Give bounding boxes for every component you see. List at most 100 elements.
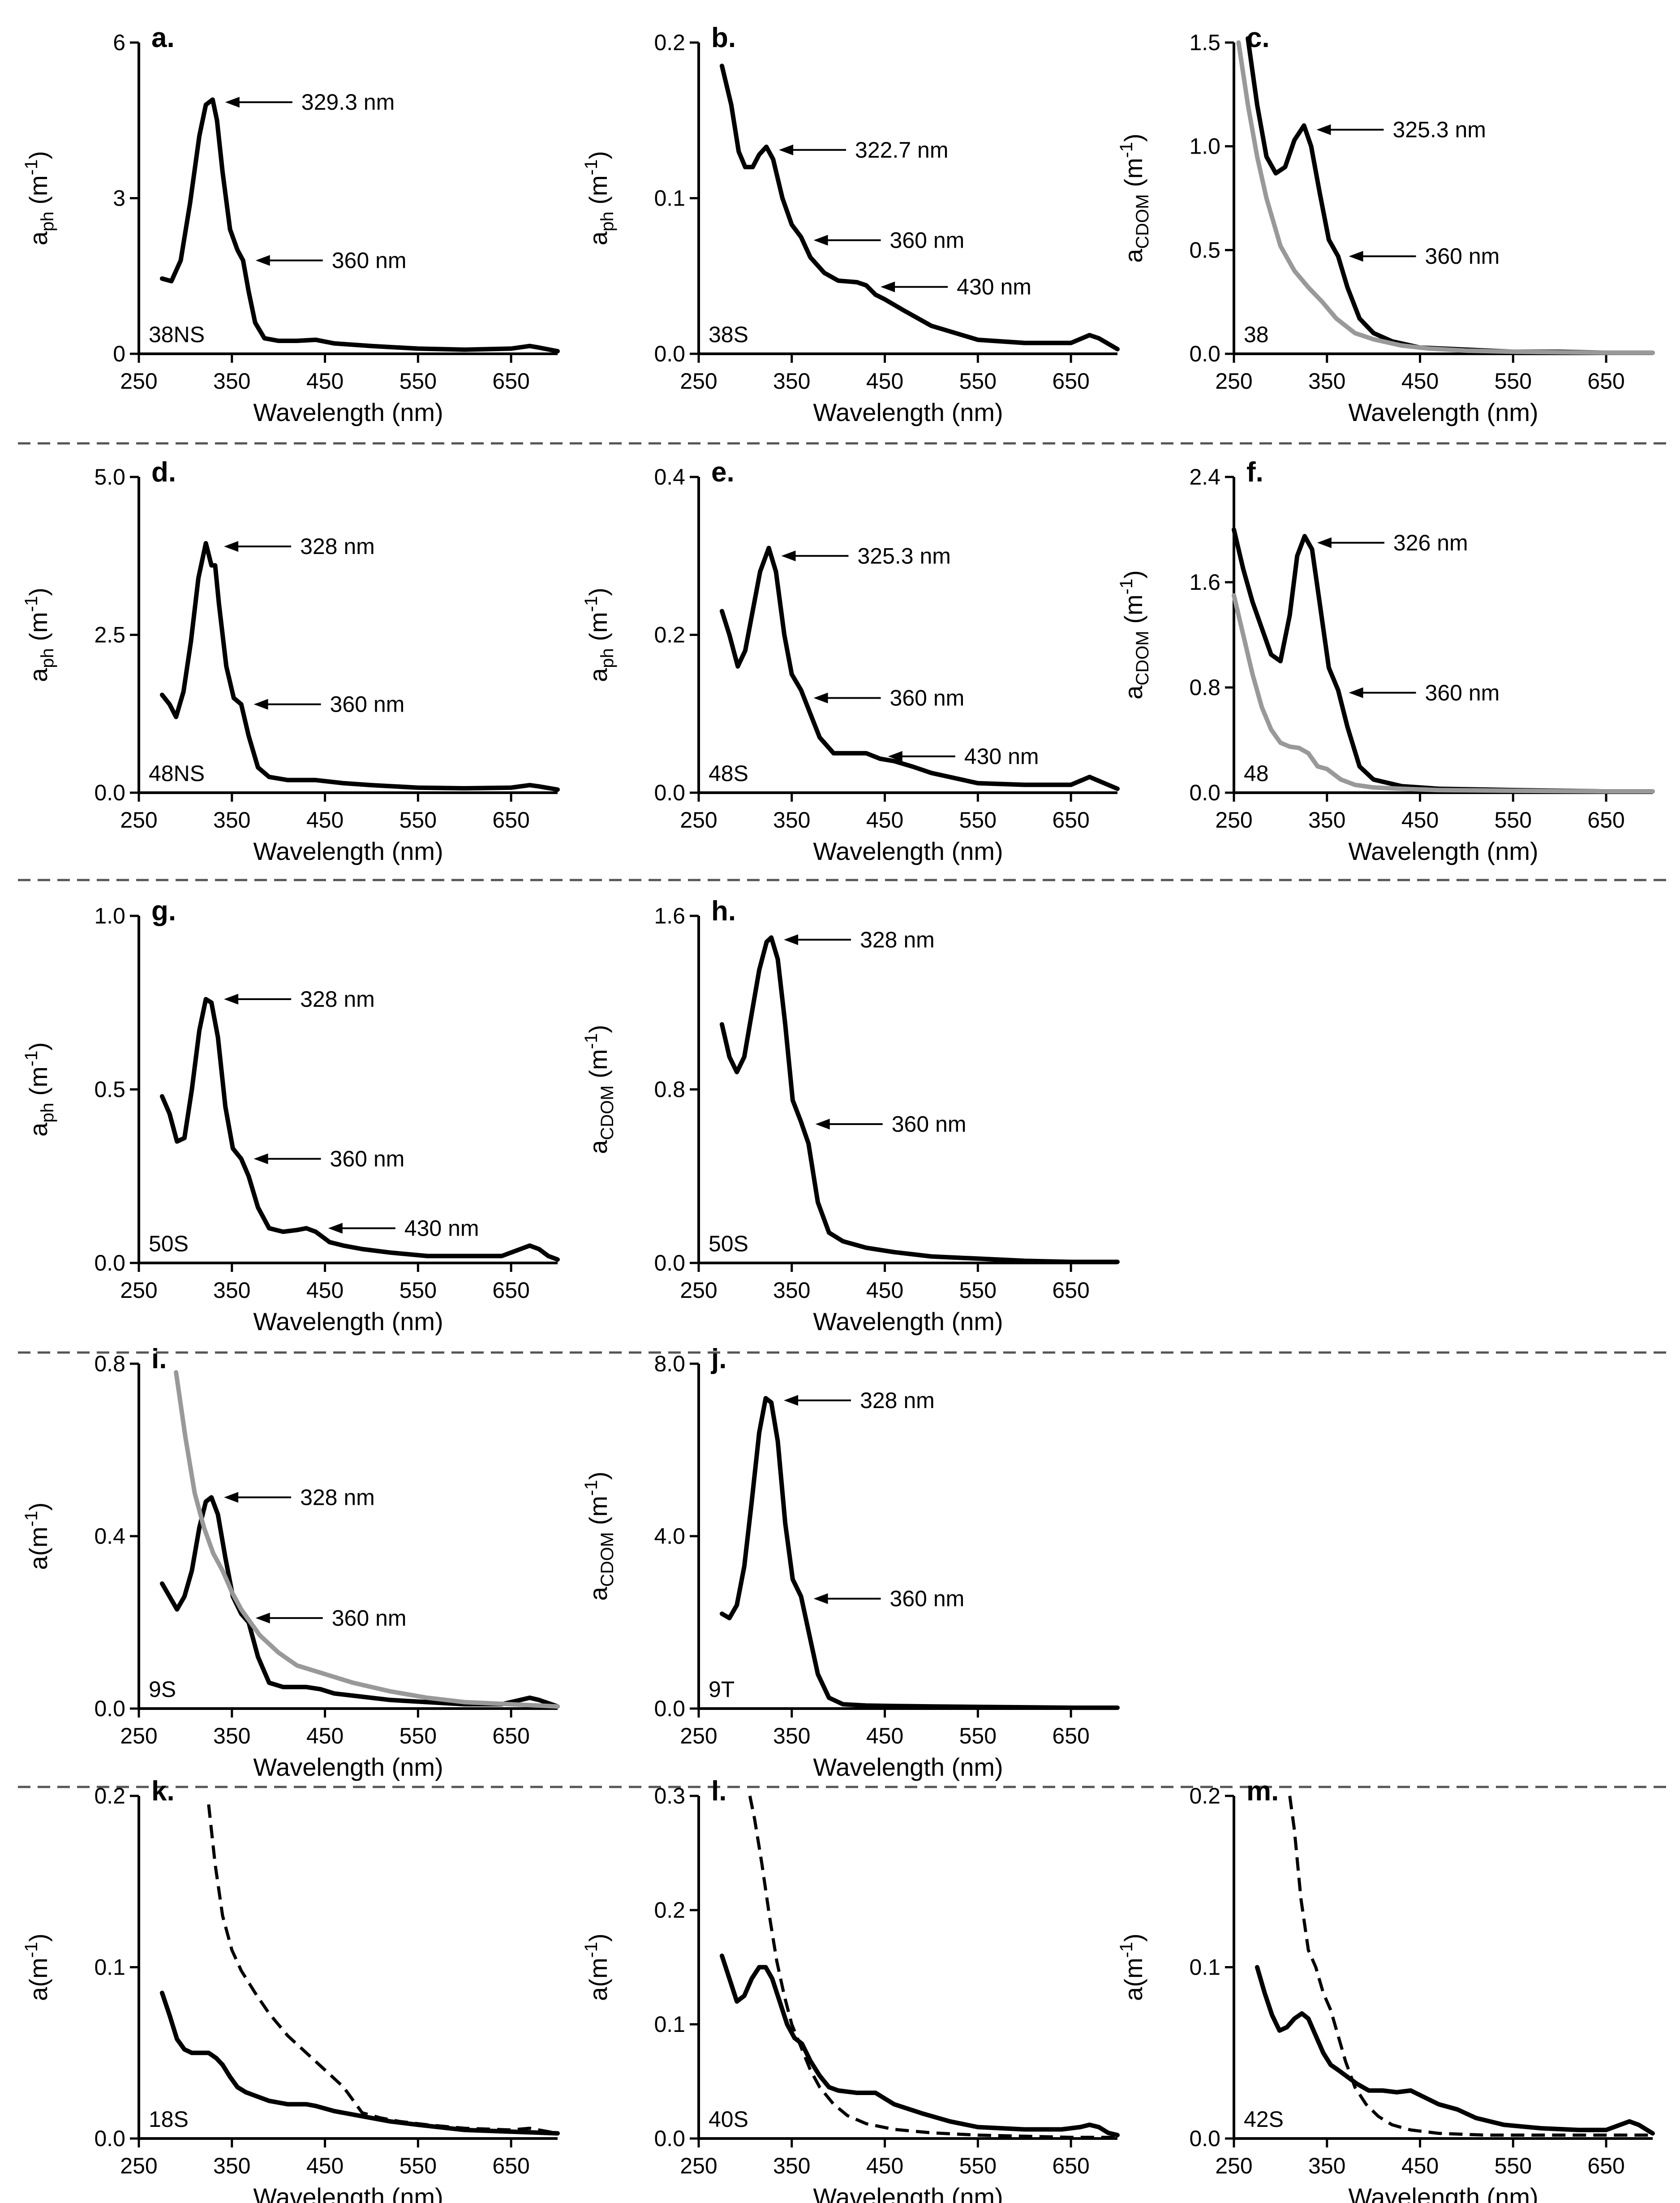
sample-label: 48NS bbox=[149, 761, 205, 786]
series-line-aph bbox=[159, 997, 560, 1262]
panel-letter: e. bbox=[711, 457, 735, 488]
y-axis-label-superscript: -1 bbox=[581, 1480, 601, 1496]
y-axis-label-superscript: -1 bbox=[21, 1942, 41, 1958]
x-tick-label: 550 bbox=[959, 807, 997, 833]
annotation-label: 360 nm bbox=[1425, 244, 1500, 269]
panel-letter: b. bbox=[711, 22, 736, 53]
y-tick-label: 0.0 bbox=[654, 780, 685, 805]
y-tick-label: 1.0 bbox=[1189, 134, 1220, 159]
y-tick-label: 0.0 bbox=[94, 780, 125, 805]
y-axis-label-base: a bbox=[1119, 249, 1147, 263]
panel-letter: f. bbox=[1246, 457, 1263, 488]
x-tick-label: 350 bbox=[213, 807, 250, 833]
y-axis-label-base: a bbox=[1119, 685, 1147, 700]
y-tick-label: 0.4 bbox=[94, 1524, 125, 1549]
y-tick-label: 0.1 bbox=[1189, 1955, 1220, 1980]
annotation-label: 360 nm bbox=[330, 692, 405, 717]
y-axis-label-unit: (m bbox=[1119, 595, 1147, 631]
y-axis-label-unit: (m bbox=[1119, 158, 1147, 194]
panel-letter: a. bbox=[151, 22, 175, 53]
y-axis-label-close: ) bbox=[1119, 133, 1147, 142]
y-tick-label: 0.1 bbox=[654, 186, 685, 211]
y-axis-label-base: a(m bbox=[1119, 1958, 1147, 2001]
x-axis-label: Wavelength (nm) bbox=[813, 1753, 1003, 1781]
x-tick-label: 250 bbox=[680, 2153, 717, 2178]
x-tick-label: 650 bbox=[492, 1278, 529, 1303]
annotation-arrowhead bbox=[881, 281, 895, 292]
y-tick-label: 0.0 bbox=[654, 341, 685, 366]
y-tick-label: 0.1 bbox=[654, 2012, 685, 2037]
sample-label: 9S bbox=[149, 1677, 176, 1702]
y-axis-label: aCDOM (m-1) bbox=[581, 1025, 617, 1154]
panel-letter: d. bbox=[151, 457, 176, 488]
y-axis-label-subscript: ph bbox=[597, 211, 617, 232]
y-axis-label-unit: (m bbox=[24, 175, 52, 211]
series-line-filtered bbox=[1246, 36, 1655, 355]
y-axis-label: aph (m-1) bbox=[581, 151, 617, 245]
x-tick-label: 550 bbox=[400, 369, 437, 394]
annotation-label: 329.3 nm bbox=[301, 90, 395, 115]
y-axis-label-unit: (m bbox=[584, 175, 612, 211]
y-tick-label: 3 bbox=[113, 186, 125, 211]
series-line-cdom bbox=[719, 1396, 1120, 1710]
y-axis-label-base: a(m bbox=[24, 1527, 52, 1570]
y-axis-label-close: ) bbox=[24, 588, 52, 596]
chart-panel-a: 0 3 6 250 350 450 550 650 Wavelength (nm) aph (m-… bbox=[21, 22, 560, 426]
annotation-label: 328 nm bbox=[300, 534, 375, 559]
x-tick-label: 650 bbox=[1052, 1723, 1089, 1748]
annotation-label: 360 nm bbox=[330, 1147, 405, 1172]
x-tick-label: 350 bbox=[773, 1723, 810, 1748]
x-tick-label: 650 bbox=[1052, 807, 1089, 833]
y-tick-label: 0.2 bbox=[94, 1783, 125, 1808]
y-axis-label: a(m-1) bbox=[21, 1503, 52, 1570]
x-tick-label: 550 bbox=[400, 1723, 437, 1748]
annotation-arrowhead bbox=[888, 751, 902, 762]
y-tick-label: 0.4 bbox=[654, 464, 685, 490]
y-axis-label-base: a bbox=[584, 668, 612, 682]
x-tick-label: 250 bbox=[680, 1723, 717, 1748]
x-tick-label: 250 bbox=[1215, 2153, 1252, 2178]
chart-panel-d: 0.0 2.5 5.0 250 350 450 550 650 Wavelength (nm) a… bbox=[21, 457, 560, 865]
y-tick-label: 0.0 bbox=[94, 2126, 125, 2151]
sample-label: 50S bbox=[149, 1231, 189, 1256]
y-axis-label-close: ) bbox=[24, 1042, 52, 1051]
x-tick-label: 250 bbox=[680, 369, 717, 394]
chart-panel-i: 0.0 0.4 0.8 250 350 450 550 650 Wavelength (nm) a… bbox=[21, 1344, 560, 1781]
annotation-label: 328 nm bbox=[860, 927, 935, 952]
panel-letter: m. bbox=[1246, 1776, 1279, 1807]
y-axis-label-subscript: CDOM bbox=[1133, 631, 1152, 685]
x-tick-label: 250 bbox=[1215, 807, 1252, 833]
annotation-label: 360 nm bbox=[890, 686, 965, 711]
x-tick-label: 250 bbox=[120, 369, 157, 394]
series-line-aph bbox=[719, 545, 1120, 791]
x-axis-label: Wavelength (nm) bbox=[253, 1753, 443, 1781]
y-tick-label: 0.5 bbox=[1189, 237, 1220, 262]
y-tick-label: 0.0 bbox=[1189, 780, 1220, 805]
y-axis-label-close: ) bbox=[1119, 570, 1147, 579]
series-line-dashed bbox=[207, 1804, 558, 2135]
annotation-arrowhead bbox=[328, 1223, 343, 1234]
sample-label: 9T bbox=[709, 1677, 735, 1702]
x-tick-label: 550 bbox=[400, 1278, 437, 1303]
series-line-unfiltered bbox=[1236, 40, 1655, 355]
x-tick-label: 450 bbox=[866, 1723, 903, 1748]
x-tick-label: 250 bbox=[120, 1278, 157, 1303]
row-separators bbox=[18, 442, 1666, 1788]
annotation-label: 360 nm bbox=[890, 1586, 965, 1611]
y-tick-label: 0.5 bbox=[94, 1077, 125, 1102]
y-axis-label: aCDOM (m-1) bbox=[1117, 570, 1152, 699]
y-axis-label-subscript: ph bbox=[38, 211, 57, 232]
y-axis-label-subscript: ph bbox=[597, 648, 617, 668]
annotation-label: 325.3 nm bbox=[1392, 117, 1486, 142]
x-tick-label: 450 bbox=[866, 807, 903, 833]
y-axis-label-unit: (m bbox=[584, 612, 612, 648]
annotation-label: 360 nm bbox=[892, 1112, 967, 1137]
annotation-arrowhead bbox=[224, 1492, 239, 1503]
y-axis-label-superscript: -1 bbox=[21, 596, 41, 612]
chart-panel-j: 0.0 4.0 8.0 250 350 450 550 650 Wavelength (nm) a… bbox=[581, 1344, 1120, 1781]
y-tick-label: 0.8 bbox=[94, 1351, 125, 1376]
y-tick-label: 0.0 bbox=[654, 1250, 685, 1275]
x-tick-label: 550 bbox=[959, 1723, 997, 1748]
